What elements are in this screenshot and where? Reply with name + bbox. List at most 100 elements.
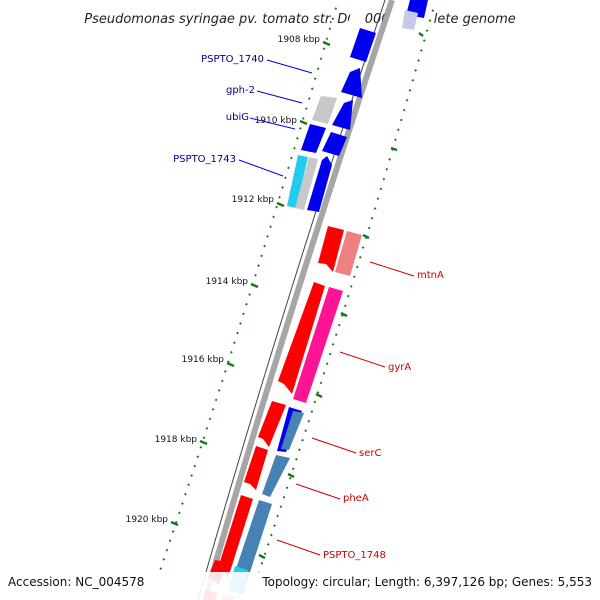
ruler-dot — [159, 567, 163, 570]
leader-line — [249, 117, 296, 130]
ruler-dot — [288, 476, 292, 480]
ruler-dot — [431, 9, 435, 12]
ruler-dot — [279, 505, 283, 509]
ruler-dot — [181, 502, 184, 505]
genome-summary-text: Topology: circular; Length: 6,397,126 bp… — [261, 575, 592, 589]
ruler-dot — [184, 492, 187, 496]
ruler-dot — [355, 265, 359, 269]
tick-mark — [299, 119, 308, 126]
gene-label-gyra[interactable]: gyrA — [388, 362, 411, 373]
ruler-dot — [343, 304, 347, 308]
ruler-dot — [382, 177, 386, 181]
gene-feature[interactable] — [287, 155, 308, 208]
gene-label-gph-2[interactable]: gph-2 — [226, 85, 255, 96]
gene-feature[interactable] — [312, 96, 337, 124]
gene-label-pspto-1748[interactable]: PSPTO_1748 — [323, 550, 386, 561]
gene-feature[interactable] — [335, 231, 362, 276]
ruler-dot — [334, 7, 338, 10]
leader-line — [311, 437, 357, 454]
leader-line — [256, 90, 303, 104]
gene-feature[interactable] — [332, 100, 353, 130]
gene-feature[interactable] — [307, 156, 332, 212]
ruler-dot — [269, 225, 272, 229]
gene-label-phea[interactable]: pheA — [343, 493, 369, 504]
gene-feature[interactable] — [350, 28, 376, 62]
ruler-dot — [361, 246, 365, 249]
gene-feature[interactable] — [318, 226, 344, 272]
gene-label-ubig[interactable]: ubiG — [226, 112, 249, 123]
ruler-dot — [331, 17, 335, 21]
ruler-dot — [316, 391, 320, 394]
ruler-mark — [258, 553, 266, 560]
ruler-dot — [399, 118, 403, 122]
gene-label-pspto-1743[interactable]: PSPTO_1743 — [173, 154, 236, 165]
gene-gap — [347, 8, 368, 28]
ruler-dot — [313, 77, 317, 81]
ruler-dot — [301, 438, 304, 442]
gene-feature[interactable] — [262, 455, 290, 497]
gene-feature[interactable] — [217, 495, 253, 578]
ruler-dot — [226, 360, 230, 364]
ruler-dot — [202, 436, 206, 440]
ruler-dot — [214, 398, 218, 402]
ruler-mark — [315, 392, 323, 399]
ruler-dot — [223, 370, 227, 373]
footer-backdrop — [0, 572, 600, 600]
tick-mark — [322, 40, 331, 47]
ruler-dot — [328, 352, 332, 356]
accession-text: Accession: NC_004578 — [8, 575, 144, 589]
gene-feature[interactable] — [244, 446, 268, 490]
forward-strand-genes — [287, 0, 428, 212]
leader-line — [369, 261, 415, 277]
ruler-dot — [248, 293, 251, 296]
ruler-dot — [322, 371, 326, 375]
gene-feature[interactable] — [293, 287, 343, 403]
gene-feature[interactable] — [301, 124, 326, 153]
gene-label-mtna[interactable]: mtnA — [417, 270, 444, 281]
ruler-dot — [319, 381, 323, 385]
ruler-dot — [370, 216, 374, 220]
leader-line — [266, 59, 313, 74]
ruler-dot — [334, 333, 338, 337]
tick-mark — [276, 201, 285, 208]
tick-label: 1920 kbp — [126, 515, 169, 525]
reverse-leaders — [276, 261, 415, 556]
ruler-dot — [396, 128, 400, 132]
gene-label-pspto-1740[interactable]: PSPTO_1740 — [201, 54, 264, 65]
gene-feature[interactable] — [258, 401, 286, 447]
ruler-dot — [307, 419, 311, 423]
ruler-dot — [294, 457, 298, 461]
ruler-dot — [322, 47, 326, 51]
gene-feature[interactable] — [341, 68, 362, 98]
gene-feature[interactable] — [295, 157, 318, 210]
gene-feature[interactable] — [322, 132, 347, 156]
ruler-dot — [325, 37, 329, 41]
ruler-mark — [287, 472, 295, 479]
ruler-dots-left — [159, 7, 338, 570]
gene-feature[interactable] — [281, 411, 304, 450]
ruler-dot — [376, 197, 380, 201]
tick-label: 1908 kbp — [278, 35, 321, 45]
ruler-dot — [263, 244, 266, 248]
map-title: Pseudomonas syringae pv. tomato str. DC3… — [84, 12, 516, 27]
ruler-dot — [276, 514, 280, 518]
ruler-dot — [220, 379, 224, 383]
ruler-dot — [290, 156, 293, 160]
reverse-strand-genes — [203, 226, 362, 600]
ruler-dot — [346, 294, 350, 298]
ruler-dot — [402, 108, 406, 112]
gene-feature[interactable] — [278, 282, 325, 394]
tick-label: 1916 kbp — [182, 355, 225, 365]
ruler-dot — [319, 57, 323, 61]
gene-feature[interactable] — [402, 10, 418, 30]
ruler-dot — [162, 558, 166, 561]
ruler-dot — [257, 264, 260, 267]
ruler-dot — [187, 483, 190, 487]
tick-mark — [199, 439, 208, 446]
ruler-dot — [298, 127, 302, 130]
ruler-mark — [340, 311, 348, 318]
tick-label: 1914 kbp — [206, 277, 249, 287]
gene-label-serc[interactable]: serC — [359, 448, 381, 459]
ruler-dot — [295, 136, 299, 140]
